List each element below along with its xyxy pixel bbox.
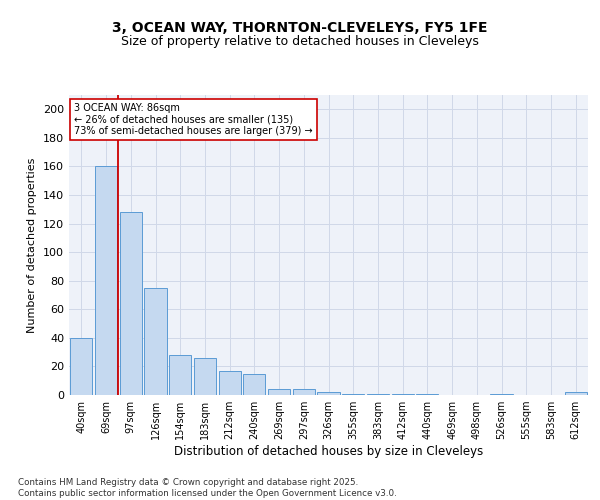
- Bar: [342, 394, 364, 395]
- Bar: [194, 358, 216, 395]
- Bar: [392, 394, 414, 395]
- Bar: [70, 338, 92, 395]
- Y-axis label: Number of detached properties: Number of detached properties: [28, 158, 37, 332]
- Bar: [119, 212, 142, 395]
- Bar: [169, 355, 191, 395]
- Bar: [317, 392, 340, 395]
- Bar: [293, 390, 315, 395]
- Bar: [565, 392, 587, 395]
- Bar: [490, 394, 512, 395]
- Bar: [95, 166, 117, 395]
- Text: Size of property relative to detached houses in Cleveleys: Size of property relative to detached ho…: [121, 34, 479, 48]
- Text: Contains HM Land Registry data © Crown copyright and database right 2025.
Contai: Contains HM Land Registry data © Crown c…: [18, 478, 397, 498]
- Bar: [145, 288, 167, 395]
- Bar: [268, 390, 290, 395]
- Text: 3 OCEAN WAY: 86sqm
← 26% of detached houses are smaller (135)
73% of semi-detach: 3 OCEAN WAY: 86sqm ← 26% of detached hou…: [74, 102, 313, 136]
- X-axis label: Distribution of detached houses by size in Cleveleys: Distribution of detached houses by size …: [174, 445, 483, 458]
- Bar: [218, 370, 241, 395]
- Bar: [367, 394, 389, 395]
- Bar: [416, 394, 439, 395]
- Bar: [243, 374, 265, 395]
- Text: 3, OCEAN WAY, THORNTON-CLEVELEYS, FY5 1FE: 3, OCEAN WAY, THORNTON-CLEVELEYS, FY5 1F…: [112, 20, 488, 34]
